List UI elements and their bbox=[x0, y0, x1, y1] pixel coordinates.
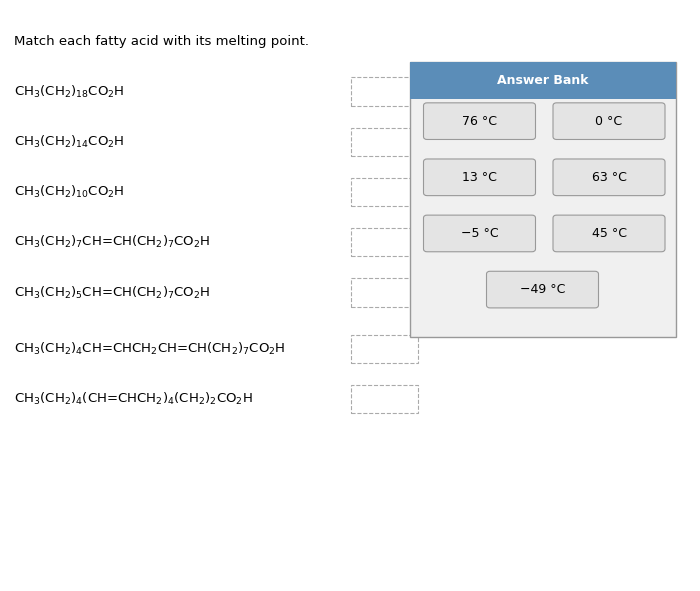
Text: CH$_3$(CH$_2$)$_4$CH=CHCH$_2$CH=CH(CH$_2$)$_7$CO$_2$H: CH$_3$(CH$_2$)$_4$CH=CHCH$_2$CH=CH(CH$_2… bbox=[14, 340, 286, 357]
FancyBboxPatch shape bbox=[486, 271, 598, 308]
FancyBboxPatch shape bbox=[351, 178, 418, 206]
Text: Answer Bank: Answer Bank bbox=[497, 74, 588, 87]
Text: 63 °C: 63 °C bbox=[592, 171, 626, 184]
Text: −5 °C: −5 °C bbox=[461, 227, 498, 240]
FancyBboxPatch shape bbox=[424, 215, 536, 252]
Text: CH$_3$(CH$_2$)$_{10}$CO$_2$H: CH$_3$(CH$_2$)$_{10}$CO$_2$H bbox=[14, 184, 125, 200]
Text: CH$_3$(CH$_2$)$_{18}$CO$_2$H: CH$_3$(CH$_2$)$_{18}$CO$_2$H bbox=[14, 83, 125, 100]
FancyBboxPatch shape bbox=[553, 159, 665, 196]
Text: 45 °C: 45 °C bbox=[592, 227, 626, 240]
FancyBboxPatch shape bbox=[410, 62, 676, 337]
Text: −49 °C: −49 °C bbox=[520, 283, 565, 296]
Text: CH$_3$(CH$_2$)$_{14}$CO$_2$H: CH$_3$(CH$_2$)$_{14}$CO$_2$H bbox=[14, 134, 125, 150]
FancyBboxPatch shape bbox=[351, 335, 418, 363]
FancyBboxPatch shape bbox=[351, 128, 418, 156]
Text: Match each fatty acid with its melting point.: Match each fatty acid with its melting p… bbox=[14, 35, 309, 48]
FancyBboxPatch shape bbox=[424, 159, 536, 196]
FancyBboxPatch shape bbox=[351, 278, 418, 307]
FancyBboxPatch shape bbox=[351, 385, 418, 413]
FancyBboxPatch shape bbox=[424, 103, 536, 139]
Text: CH$_3$(CH$_2$)$_5$CH=CH(CH$_2$)$_7$CO$_2$H: CH$_3$(CH$_2$)$_5$CH=CH(CH$_2$)$_7$CO$_2… bbox=[14, 284, 211, 301]
FancyBboxPatch shape bbox=[553, 215, 665, 252]
Text: 0 °C: 0 °C bbox=[596, 115, 622, 128]
FancyBboxPatch shape bbox=[351, 228, 418, 256]
FancyBboxPatch shape bbox=[351, 77, 418, 106]
FancyBboxPatch shape bbox=[410, 62, 676, 99]
Text: 76 °C: 76 °C bbox=[462, 115, 497, 128]
FancyBboxPatch shape bbox=[553, 103, 665, 139]
Text: CH$_3$(CH$_2$)$_7$CH=CH(CH$_2$)$_7$CO$_2$H: CH$_3$(CH$_2$)$_7$CH=CH(CH$_2$)$_7$CO$_2… bbox=[14, 234, 211, 251]
Text: 13 °C: 13 °C bbox=[462, 171, 497, 184]
Text: CH$_3$(CH$_2$)$_4$(CH=CHCH$_2$)$_4$(CH$_2$)$_2$CO$_2$H: CH$_3$(CH$_2$)$_4$(CH=CHCH$_2$)$_4$(CH$_… bbox=[14, 391, 253, 407]
